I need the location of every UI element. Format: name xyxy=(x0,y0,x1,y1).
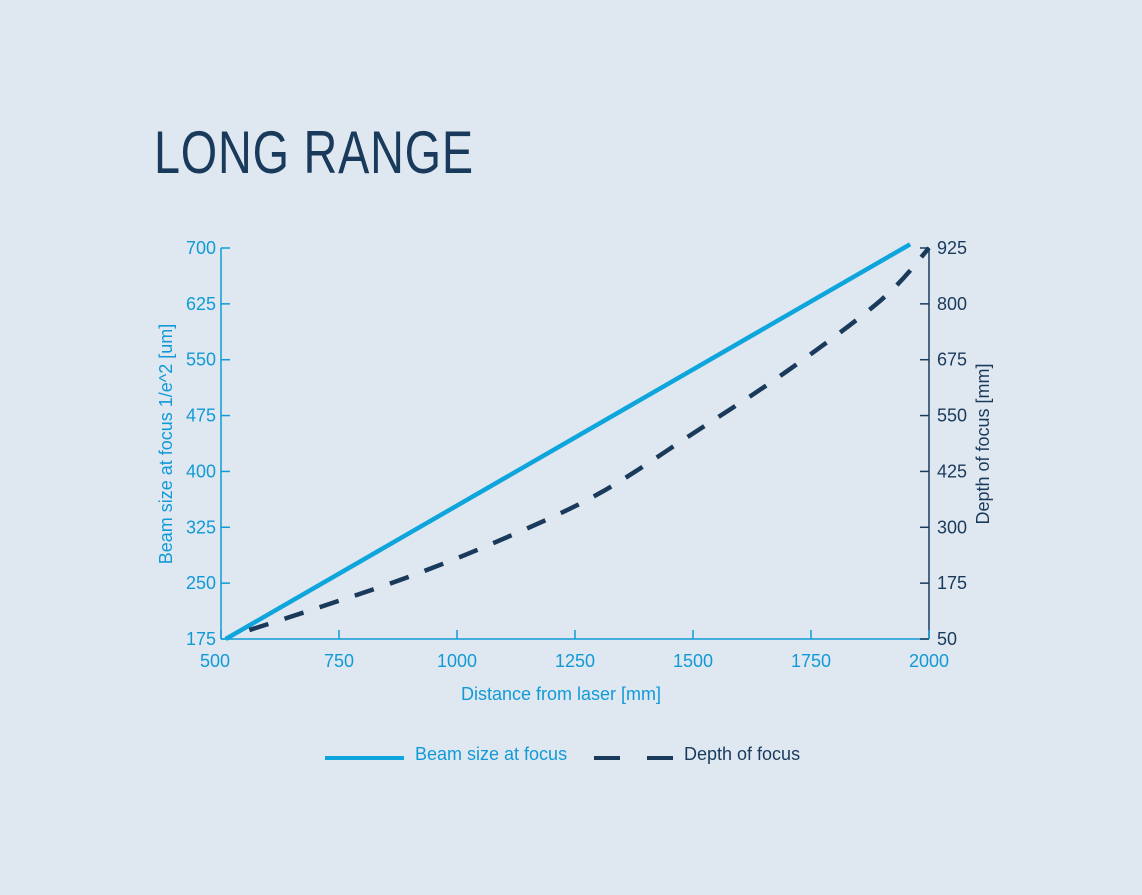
y2-tick-label: 425 xyxy=(937,461,967,481)
x-tick-label: 1750 xyxy=(791,651,831,671)
y-tick-label: 475 xyxy=(186,406,216,426)
y2-tick-label: 175 xyxy=(937,573,967,593)
legend: Beam size at focus Depth of focus xyxy=(325,744,800,764)
y-tick-label: 625 xyxy=(186,294,216,314)
y2-tick-label: 550 xyxy=(937,406,967,426)
y-tick-label: 175 xyxy=(186,629,216,649)
x-tick-label: 500 xyxy=(200,651,230,671)
legend-label-beam-size: Beam size at focus xyxy=(415,744,567,764)
chart-axes: 175 250 325 400 475 550 625 700 50 175 300 425 550 67… xyxy=(186,238,967,671)
y-tick-label: 400 xyxy=(186,461,216,481)
y2-tick-label: 50 xyxy=(937,629,957,649)
chart-title: LONG RANGE xyxy=(154,119,474,186)
series-line-beam-size xyxy=(224,242,912,641)
x-tick-label: 2000 xyxy=(909,651,949,671)
chart-series xyxy=(224,242,931,641)
y-tick-label: 325 xyxy=(186,517,216,537)
y-tick-label: 250 xyxy=(186,573,216,593)
y2-tick-label: 675 xyxy=(937,350,967,370)
y-axis-label: Beam size at focus 1/e^2 [um] xyxy=(156,324,176,565)
y2-axis-label: Depth of focus [mm] xyxy=(973,363,993,524)
x-tick-label: 1000 xyxy=(437,651,477,671)
x-tick-label: 1250 xyxy=(555,651,595,671)
series-line-depth-of-focus xyxy=(248,246,931,633)
x-tick-label: 1500 xyxy=(673,651,713,671)
y2-tick-label: 300 xyxy=(937,517,967,537)
y2-tick-label: 800 xyxy=(937,294,967,314)
y-tick-label: 700 xyxy=(186,238,216,258)
x-axis-label: Distance from laser [mm] xyxy=(461,684,661,704)
y-tick-label: 550 xyxy=(186,350,216,370)
legend-label-depth-of-focus: Depth of focus xyxy=(684,744,800,764)
y2-tick-label: 925 xyxy=(937,238,967,258)
x-tick-label: 750 xyxy=(324,651,354,671)
